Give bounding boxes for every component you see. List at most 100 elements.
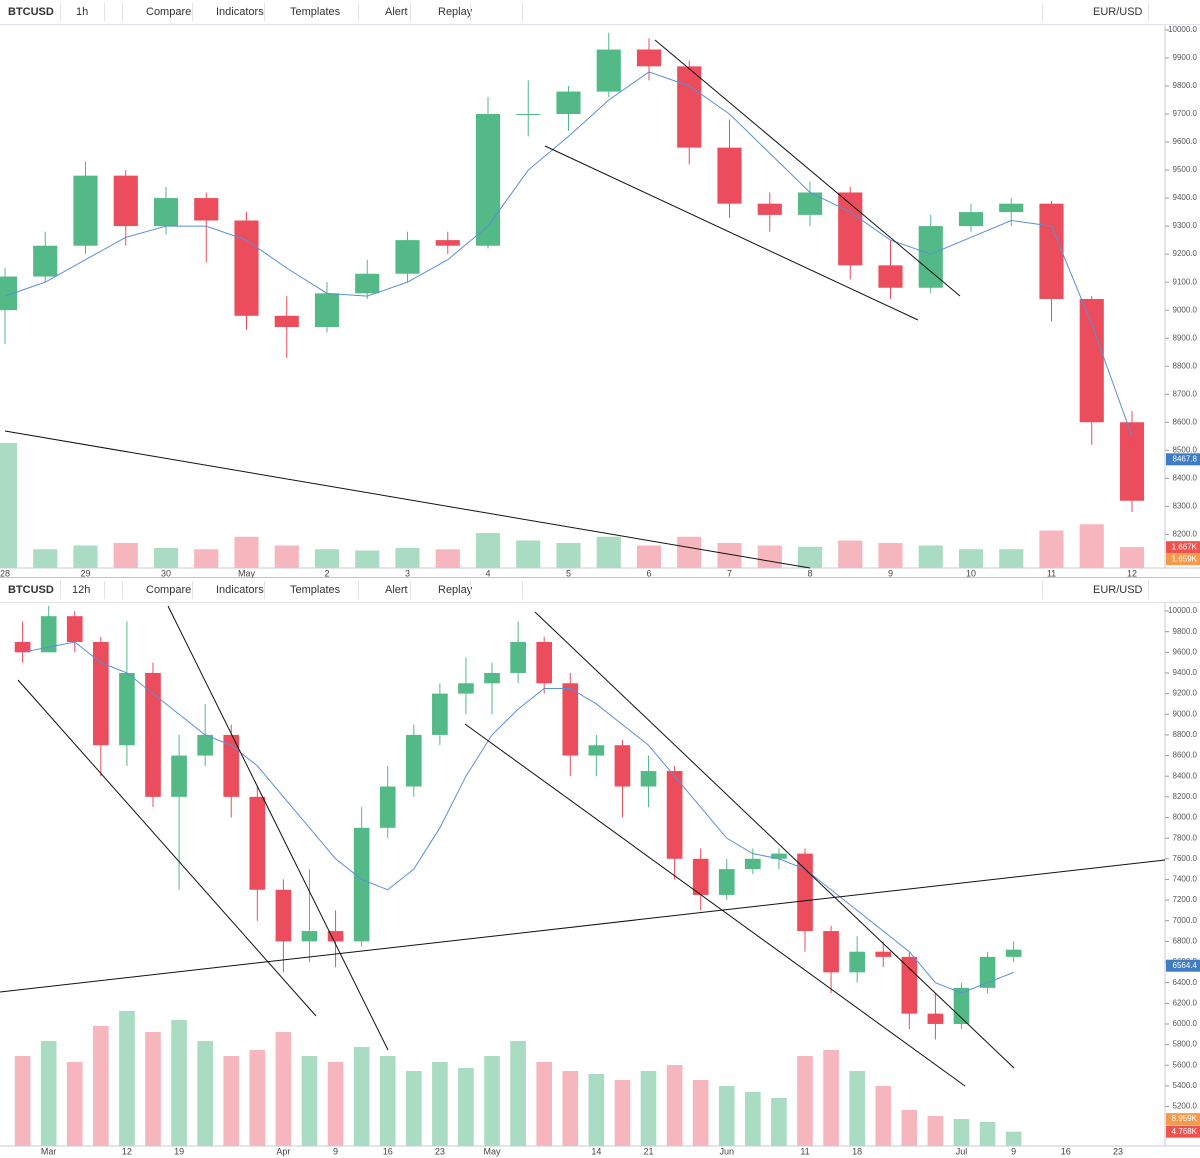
- y-tick-label: 6000.0: [1173, 1019, 1198, 1028]
- volume-bar: [636, 545, 662, 568]
- toolbar-replay[interactable]: Replay: [438, 584, 473, 596]
- candle-body: [718, 869, 735, 895]
- y-tick-label: 9800.0: [1173, 81, 1198, 90]
- x-tick-label: 16: [383, 1146, 393, 1156]
- volume-bar: [93, 1026, 109, 1146]
- trendline: [4, 430, 811, 569]
- candle-body: [958, 212, 984, 227]
- volume-bar: [640, 1071, 657, 1146]
- y-tick-label: 9000.0: [1173, 709, 1198, 718]
- volume-bar: [718, 1086, 735, 1146]
- x-tick-label: 3: [405, 568, 410, 578]
- toolbar-separator: [1042, 3, 1043, 21]
- volume-bar: [40, 1041, 57, 1146]
- volume-bar: [745, 1092, 761, 1146]
- toolbar-templates[interactable]: Templates: [290, 6, 341, 18]
- volume-bar: [73, 545, 98, 568]
- candle-body: [999, 203, 1024, 213]
- candle-body: [797, 853, 813, 932]
- y-tick-label: 8200.0: [1173, 792, 1198, 801]
- x-tick-label: 29: [80, 568, 90, 578]
- trendline: [0, 859, 1166, 993]
- volume-label-box: [1166, 541, 1200, 554]
- y-tick-label: 8500.0: [1173, 445, 1198, 454]
- price-label-box: [1166, 959, 1200, 972]
- volume-bar: [475, 533, 501, 568]
- volume-bar: [588, 1074, 605, 1146]
- candle-body: [153, 198, 179, 227]
- x-tick-label: 19: [174, 1146, 184, 1156]
- candle-body: [797, 192, 823, 215]
- candle-body: [745, 858, 761, 870]
- volume-bar: [677, 536, 702, 568]
- candle-body: [475, 113, 501, 246]
- toolbar-interval[interactable]: 1h: [76, 6, 89, 18]
- volume-bar: [432, 1062, 448, 1146]
- candle-body: [878, 265, 903, 288]
- trendline: [654, 39, 961, 297]
- toolbar-currency[interactable]: EUR/USD: [1093, 6, 1143, 18]
- x-tick-label: 12: [122, 1146, 132, 1156]
- x-tick-label: Mar: [41, 1146, 57, 1156]
- candle-body: [484, 672, 500, 684]
- toolbar-separator: [264, 3, 265, 21]
- candle-body: [771, 853, 787, 859]
- volume-bar: [234, 536, 259, 568]
- volume-bar: [171, 1020, 187, 1146]
- y-tick-label: 9400.0: [1173, 193, 1198, 202]
- toolbar-separator: [1148, 3, 1149, 21]
- volume-bar: [1039, 530, 1064, 568]
- volume-bar: [153, 548, 179, 568]
- toolbar-symbol: BTCUSD: [8, 6, 54, 18]
- candle-body: [327, 931, 344, 942]
- volume-bar: [458, 1068, 474, 1146]
- toolbar-alert[interactable]: Alert: [385, 584, 408, 596]
- toolbar-compare[interactable]: Compare: [146, 584, 192, 596]
- y-tick-label: 8700.0: [1173, 389, 1198, 398]
- x-tick-label: Apr: [276, 1146, 290, 1156]
- toolbar-templates[interactable]: Templates: [290, 584, 341, 596]
- y-tick-label: 10000.0: [1168, 25, 1197, 34]
- y-tick-label: 8200.0: [1173, 529, 1198, 538]
- x-tick-label: 4: [485, 568, 490, 578]
- toolbar-indicators[interactable]: Indicators: [216, 584, 264, 596]
- y-tick-label: 9400.0: [1173, 668, 1198, 677]
- candle-body: [927, 1013, 944, 1024]
- candle-body: [314, 293, 340, 327]
- price-label: 6564.4: [1173, 961, 1198, 970]
- y-tick-label: 8000.0: [1173, 813, 1198, 822]
- candle-body: [901, 956, 918, 1014]
- candle-body: [757, 203, 782, 215]
- toolbar-compare[interactable]: Compare: [146, 6, 192, 18]
- y-tick-label: 8800.0: [1173, 730, 1198, 739]
- toolbar-replay[interactable]: Replay: [438, 6, 473, 18]
- candle-body: [458, 683, 474, 694]
- y-tick-label: 5400.0: [1173, 1081, 1198, 1090]
- candle-body: [1039, 203, 1064, 299]
- candle-body: [249, 796, 266, 890]
- toolbar-currency[interactable]: EUR/USD: [1093, 584, 1143, 596]
- x-tick-label: 8: [807, 568, 812, 578]
- y-tick-label: 7400.0: [1173, 875, 1198, 884]
- y-tick-label: 9600.0: [1173, 137, 1198, 146]
- trendline: [17, 679, 317, 1017]
- y-tick-label: 8800.0: [1173, 361, 1198, 370]
- volume-bar: [875, 1086, 892, 1146]
- candle-body: [197, 734, 213, 756]
- volume-bar: [14, 1056, 31, 1146]
- toolbar-indicators[interactable]: Indicators: [216, 6, 264, 18]
- candle-body: [119, 672, 135, 746]
- x-tick-label: 28: [0, 568, 10, 578]
- candle-body: [66, 616, 83, 642]
- toolbar-separator: [264, 581, 265, 599]
- moving-average: [4, 71, 1133, 437]
- toolbar-separator: [104, 581, 105, 599]
- trendlines: [0, 39, 1166, 1087]
- volume-bar: [119, 1011, 135, 1146]
- candle-body: [717, 147, 742, 204]
- volume-label-box: [1166, 553, 1200, 566]
- toolbar-alert[interactable]: Alert: [385, 6, 408, 18]
- volume-bar: [355, 550, 380, 568]
- candle-body: [692, 858, 709, 895]
- toolbar-interval[interactable]: 12h: [72, 584, 91, 596]
